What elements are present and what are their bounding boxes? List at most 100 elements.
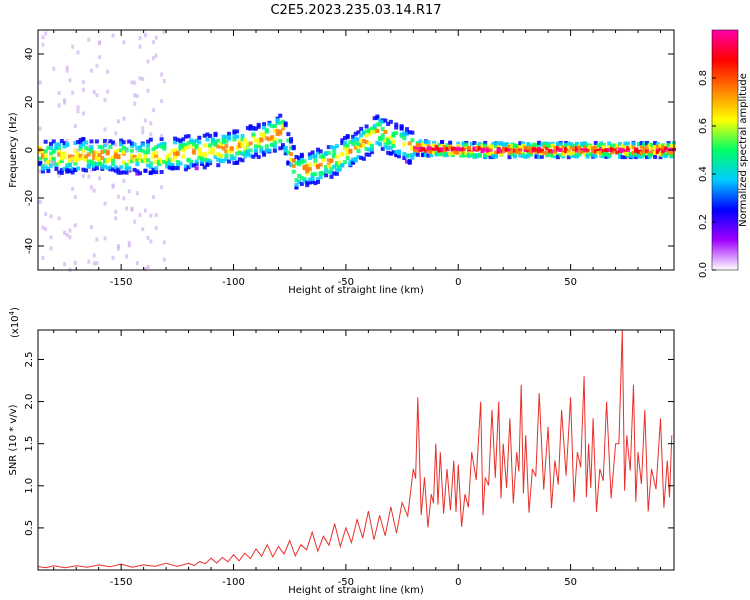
- spectrogram-cell: [626, 141, 631, 146]
- spectrogram-cell: [62, 166, 67, 171]
- spectrogram-cell: [477, 145, 482, 150]
- spectrogram-cell: [213, 155, 218, 160]
- spectrogram-cell: [520, 141, 525, 146]
- spectrogram-cell: [267, 122, 272, 127]
- spectrogram-cell: [461, 146, 466, 151]
- spectrogram-cell: [599, 146, 604, 151]
- spectrogram-noise-cell: [92, 90, 96, 95]
- spectrogram-cell: [49, 146, 54, 151]
- spectrogram-cell: [523, 145, 528, 150]
- spectrogram-cell: [491, 144, 496, 149]
- spectrogram-cell: [194, 161, 199, 166]
- spectrogram-y-ticks: -40 -20 0 20 40: [24, 48, 674, 254]
- spectrogram-cell: [272, 148, 277, 153]
- spectrogram-cell: [208, 159, 213, 164]
- spectrogram-cell: [318, 162, 323, 167]
- spectrogram-cell: [129, 159, 134, 164]
- spectrogram-cell: [383, 130, 388, 135]
- spectrogram-cell: [159, 159, 164, 164]
- spectrogram-cell: [391, 131, 396, 136]
- spectrogram-cell: [402, 132, 407, 137]
- spectrogram-cell: [181, 154, 186, 159]
- spectrogram-cell: [340, 138, 345, 143]
- spectrogram-cell: [429, 152, 434, 157]
- spectrogram-cell: [135, 169, 140, 174]
- spectrogram-cell: [54, 145, 59, 150]
- spectrogram-cell: [375, 122, 380, 127]
- spectrogram-noise-cell: [73, 223, 77, 228]
- spectrogram-cell: [146, 143, 151, 148]
- spectrogram-noise-cell: [63, 262, 67, 267]
- spectrogram-cell: [526, 154, 531, 159]
- spectrogram-cell: [167, 152, 172, 157]
- spectrogram-cell: [413, 148, 418, 153]
- spectrogram-cell: [210, 147, 215, 152]
- spectrogram-cell: [364, 152, 369, 157]
- spectrogram-cell: [405, 153, 410, 158]
- spectrogram-cell: [146, 158, 151, 163]
- spectrogram-noise-cell: [76, 50, 80, 55]
- spectrogram-cell: [237, 144, 242, 149]
- spectrogram-cell: [243, 154, 248, 159]
- spectrogram-cell: [197, 148, 202, 153]
- spectrogram-cell: [324, 164, 329, 169]
- spectrogram-cell: [283, 146, 288, 151]
- spectrogram-cell: [183, 143, 188, 148]
- spectrogram-cell: [609, 143, 614, 148]
- spectrogram-cell: [51, 156, 56, 161]
- spectrogram-noise-cell: [122, 40, 126, 45]
- spectrogram-cell: [94, 156, 99, 161]
- spectrogram-noise-cell: [38, 80, 42, 85]
- spectrogram-cell: [40, 153, 45, 158]
- spectrogram-cell: [286, 150, 291, 155]
- spectrogram-cell: [445, 146, 450, 151]
- spectrogram-cell: [183, 146, 188, 151]
- spectrogram-cell: [159, 137, 164, 142]
- spectrogram-cell: [86, 147, 91, 152]
- spectrogram-cell: [54, 166, 59, 171]
- spectrogram-cell: [38, 156, 43, 161]
- spectrogram-cell: [70, 167, 75, 172]
- spectrogram-cell: [173, 136, 178, 141]
- spectrogram-cell: [378, 142, 383, 147]
- spectrogram-cell: [194, 138, 199, 143]
- spectrogram-cell: [224, 149, 229, 154]
- spectrogram-cell: [146, 150, 151, 155]
- spectrogram-cell: [102, 164, 107, 169]
- spectrogram-cell: [178, 141, 183, 146]
- spectrogram-noise-cell: [143, 208, 147, 213]
- spectrogram-noise-cell: [141, 76, 145, 81]
- spectrogram-cell: [394, 122, 399, 127]
- spectrogram-cell: [148, 137, 153, 142]
- spectrogram-cell: [507, 147, 512, 152]
- spectrogram-cell: [313, 181, 318, 186]
- spectrogram-cell: [620, 147, 625, 152]
- spectrogram-cell: [232, 134, 237, 139]
- spectrogram-cell: [57, 146, 62, 151]
- x-tick-label: -50: [338, 277, 354, 288]
- colorbar-tick-label: 0.2: [698, 214, 709, 230]
- spectrogram-cell: [200, 161, 205, 166]
- spectrogram-noise-cell: [162, 79, 166, 84]
- spectrogram-cell: [391, 150, 396, 155]
- spectrogram-cell: [151, 154, 156, 159]
- spectrogram-cell: [558, 147, 563, 152]
- spectrogram-cell: [564, 146, 569, 151]
- spectrogram-cell: [413, 151, 418, 156]
- spectrogram-cell: [289, 163, 294, 168]
- spectrogram-cell: [405, 131, 410, 136]
- spectrogram-panel: -150 -100 -50 0 50 -40 -20 0 20 40 Height of str…: [8, 29, 676, 296]
- spectrogram-cell: [162, 159, 167, 164]
- spectrogram-cell: [593, 154, 598, 159]
- spectrogram-cell: [256, 144, 261, 149]
- spectrogram-cell: [105, 165, 110, 170]
- spectrogram-cell: [54, 142, 59, 147]
- snr-frame: [37, 329, 675, 571]
- spectrogram-cell: [183, 134, 188, 139]
- spectrogram-cell: [194, 159, 199, 164]
- spectrogram-noise-cell: [133, 101, 137, 106]
- spectrogram-cell: [539, 148, 544, 153]
- spectrogram-cell: [415, 152, 420, 157]
- spectrogram-cell: [504, 147, 509, 152]
- spectrogram-cell: [653, 140, 658, 145]
